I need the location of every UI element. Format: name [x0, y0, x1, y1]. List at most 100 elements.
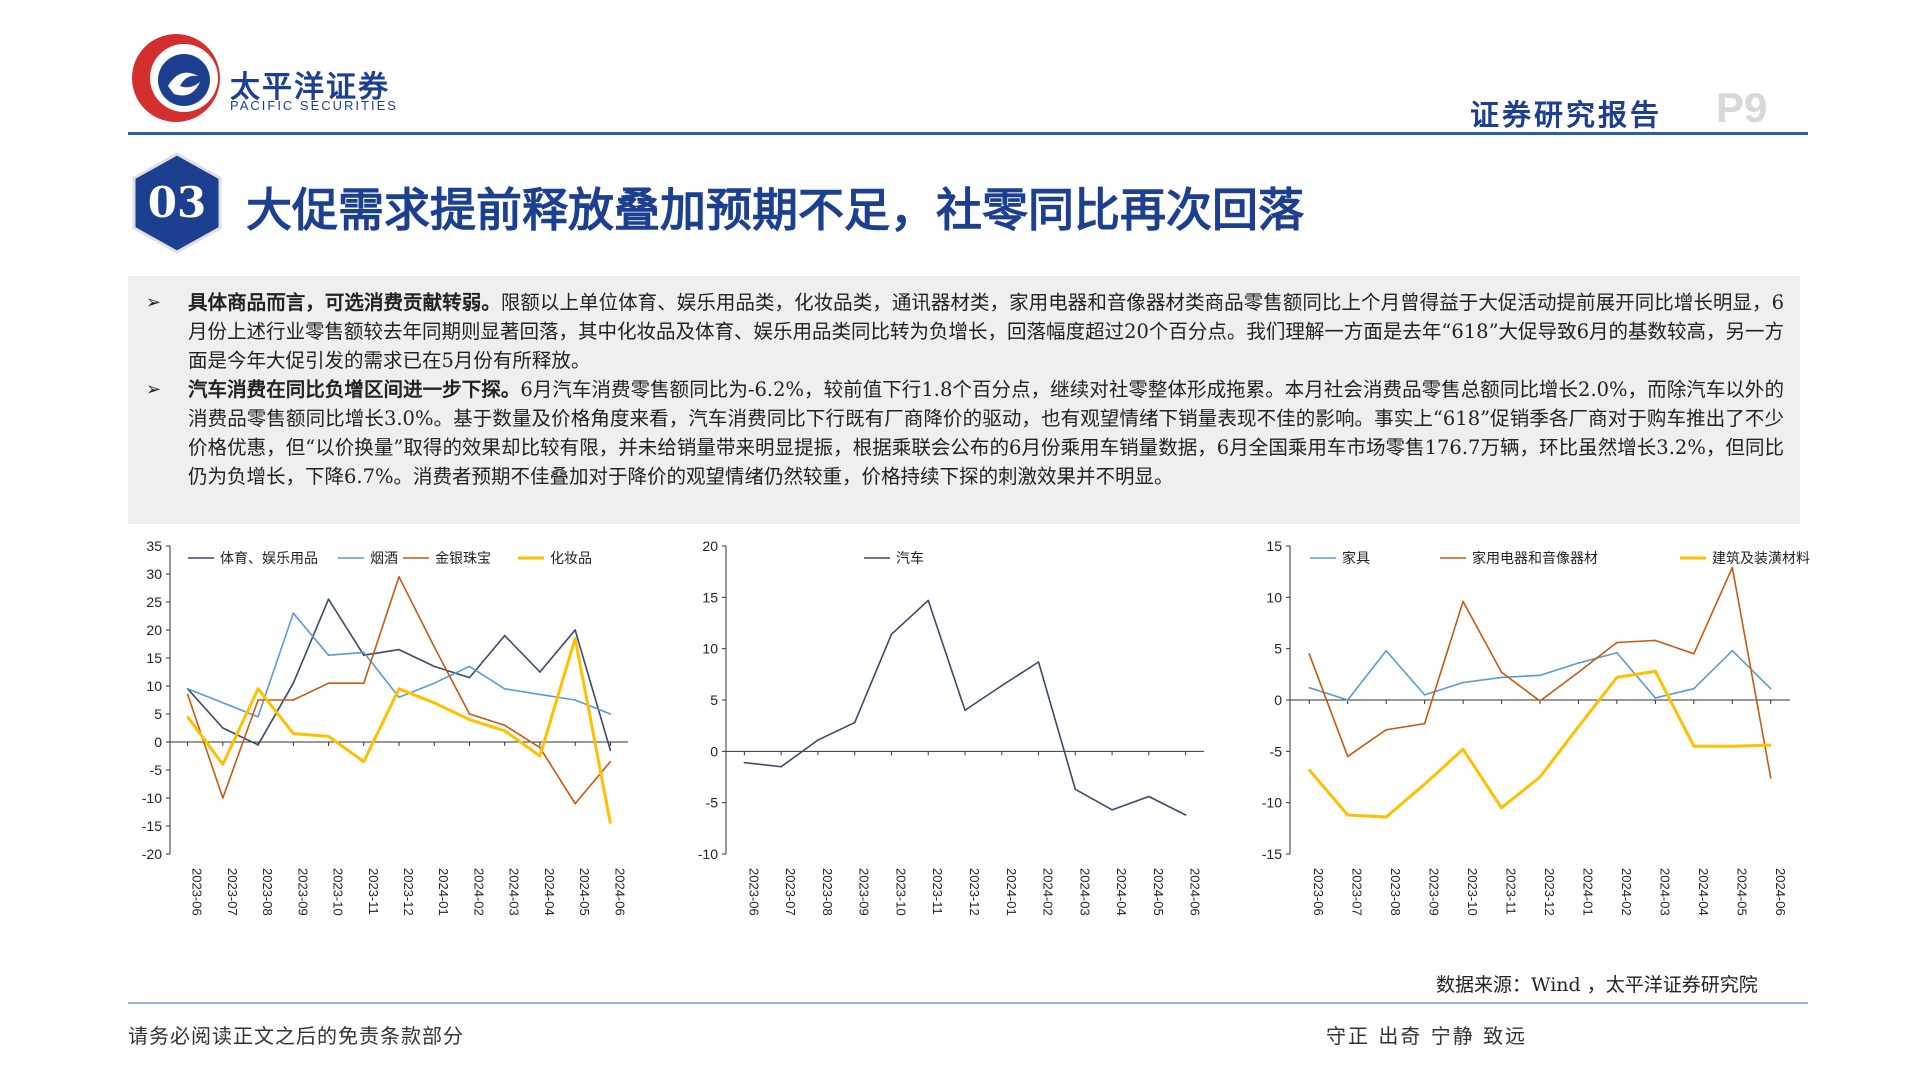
- paragraph-lead: 具体商品而言，可选消费贡献转弱。: [188, 291, 501, 314]
- data-point: [1731, 649, 1734, 652]
- data-point: [1654, 670, 1657, 673]
- x-tick-label: 2023-06: [190, 868, 205, 916]
- data-point: [1000, 684, 1003, 687]
- data-point: [433, 682, 436, 684]
- y-tick-label: -5: [1270, 743, 1283, 759]
- y-tick-label: -15: [142, 818, 162, 834]
- data-point: [1693, 653, 1695, 655]
- data-point: [362, 651, 365, 654]
- data-point: [1731, 566, 1734, 569]
- data-point: [327, 654, 330, 656]
- legend-label: 家具: [1342, 550, 1370, 566]
- data-point: [1308, 769, 1311, 771]
- section-number: 03: [147, 178, 207, 227]
- y-tick-label: 0: [154, 734, 162, 750]
- data-point: [186, 693, 189, 696]
- y-tick-label: 15: [1266, 538, 1282, 554]
- data-point: [327, 735, 330, 738]
- data-point: [222, 763, 224, 766]
- legend-label: 烟酒: [370, 550, 398, 566]
- data-point: [468, 713, 471, 715]
- data-point: [433, 702, 436, 704]
- data-point: [327, 598, 330, 600]
- section-title: 大促需求提前释放叠加预期不足，社零同比再次回落: [246, 183, 1304, 237]
- x-tick-label: 2024-04: [1114, 868, 1129, 916]
- data-point: [1500, 671, 1503, 674]
- data-point: [186, 688, 189, 690]
- data-point: [503, 724, 506, 726]
- data-point: [468, 676, 471, 679]
- data-point: [743, 761, 746, 764]
- y-tick-label: 15: [702, 589, 718, 605]
- paragraph-lead: 汽车消费在同比负增区间进一步下探。: [188, 378, 521, 401]
- data-point: [1616, 641, 1618, 644]
- data-point: [257, 688, 259, 690]
- data-point: [222, 702, 224, 704]
- data-point: [327, 682, 330, 684]
- data-point: [609, 822, 612, 824]
- data-point: [1539, 674, 1541, 677]
- data-point: [817, 739, 819, 741]
- x-tick-label: 2023-10: [893, 868, 908, 916]
- footer-disclaimer: 请务必阅读正文之后的免责条款部分: [128, 1024, 464, 1048]
- data-point: [468, 665, 471, 668]
- x-tick-label: 2023-10: [1465, 868, 1480, 916]
- x-tick-label: 2024-06: [1188, 868, 1203, 916]
- data-point: [292, 612, 295, 614]
- data-point: [222, 797, 224, 799]
- x-tick-label: 2023-10: [331, 868, 346, 916]
- data-point: [1074, 788, 1077, 791]
- data-point: [1462, 600, 1464, 603]
- data-point: [574, 699, 576, 701]
- x-tick-label: 2024-01: [1580, 868, 1595, 916]
- data-point: [1539, 700, 1541, 702]
- chart-svg: 20 15 10 5 0 -5 -10 2023-06 2023-07 2023-08 2023-0…: [698, 538, 1204, 916]
- page-number: P9: [1716, 84, 1768, 131]
- data-point: [1423, 783, 1426, 785]
- x-tick-label: 2024-01: [436, 868, 451, 916]
- x-tick-label: 2024-05: [1734, 868, 1749, 916]
- data-point: [1385, 728, 1387, 731]
- y-tick-label: 20: [146, 622, 162, 638]
- x-tick-label: 2023-12: [967, 868, 982, 916]
- y-tick-label: 5: [1274, 641, 1282, 657]
- data-point: [574, 637, 576, 640]
- data-point: [292, 699, 295, 701]
- y-tick-label: 25: [146, 594, 162, 610]
- data-point: [890, 633, 893, 636]
- data-point: [1616, 676, 1618, 679]
- data-point: [1346, 699, 1349, 701]
- y-tick-label: -10: [698, 846, 718, 862]
- data-point: [609, 713, 612, 715]
- data-point: [503, 688, 506, 690]
- data-point: [1654, 697, 1657, 699]
- data-point: [1577, 671, 1580, 674]
- series-line: [744, 599, 1186, 816]
- data-point: [257, 716, 259, 718]
- data-point: [1654, 639, 1657, 642]
- x-tick-label: 2023-09: [857, 868, 872, 916]
- x-tick-label: 2023-12: [401, 868, 416, 916]
- x-tick-label: 2023-12: [1542, 868, 1557, 916]
- legend-label: 家用电器和音像器材: [1472, 550, 1598, 566]
- data-point: [362, 682, 365, 684]
- data-point: [574, 802, 576, 805]
- x-tick-label: 2023-06: [1311, 868, 1326, 916]
- y-tick-label: 0: [710, 743, 718, 759]
- x-tick-label: 2024-06: [612, 868, 627, 916]
- data-point: [1037, 661, 1040, 663]
- x-tick-label: 2023-09: [1427, 868, 1442, 916]
- x-tick-label: 2024-02: [1619, 868, 1634, 916]
- data-point: [539, 671, 541, 673]
- y-tick-label: 10: [702, 641, 718, 657]
- data-point: [433, 646, 436, 648]
- analysis-text-box: ➢ 具体商品而言，可选消费贡献转弱。限额以上单位体育、娱乐用品类，化妆品类，通讯器…: [128, 276, 1800, 524]
- data-point: [222, 727, 224, 729]
- y-tick-label: 5: [710, 692, 718, 708]
- paragraph-2: ➢ 汽车消费在同比负增区间进一步下探。6月汽车消费零售额同比为-6.2%，较前值下…: [144, 375, 1784, 491]
- series-line: [186, 636, 612, 824]
- data-point: [1346, 814, 1349, 816]
- data-point: [186, 716, 189, 718]
- data-point: [780, 765, 782, 768]
- data-point: [853, 721, 856, 724]
